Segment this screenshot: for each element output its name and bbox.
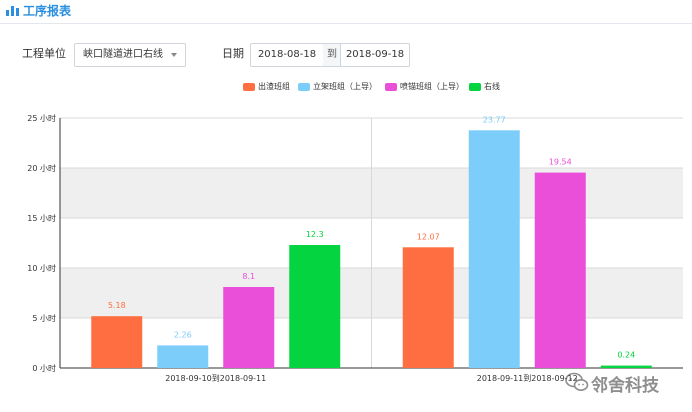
unit-label: 工程单位: [22, 47, 66, 60]
report-header: 工序报表: [0, 0, 692, 24]
y-tick-label: 0 小时: [32, 363, 56, 373]
data-label: 0.24: [617, 351, 635, 360]
legend-swatch: [243, 83, 255, 91]
bar-chart-icon: [6, 6, 19, 16]
legend-swatch: [469, 83, 481, 91]
bar: [91, 316, 143, 368]
y-tick-label: 15 小时: [27, 213, 56, 223]
x-tick-label: 2018-09-10到2018-09-11: [165, 374, 266, 383]
legend-label: 出渣班组: [258, 82, 290, 91]
bar: [600, 365, 652, 368]
legend-swatch: [298, 83, 310, 91]
filter-bar: 工程单位 峡口隧道进口右线 日期 2018-08-18 到 2018-09-18: [0, 40, 692, 70]
page-title: 工序报表: [23, 4, 72, 18]
bar: [289, 245, 341, 368]
data-label: 12.3: [306, 230, 324, 239]
data-label: 12.07: [417, 232, 440, 241]
legend-swatch: [385, 83, 397, 91]
data-label: 5.18: [108, 301, 126, 310]
date-end-input[interactable]: 2018-09-18: [340, 43, 410, 67]
unit-select-value: 峡口隧道进口右线: [83, 49, 163, 60]
y-tick-label: 25 小时: [27, 113, 56, 123]
date-label: 日期: [222, 47, 244, 60]
legend-label: 右线: [484, 82, 500, 91]
data-label: 23.77: [483, 115, 506, 124]
bar: [223, 287, 275, 368]
bar: [402, 247, 454, 368]
date-start-input[interactable]: 2018-08-18: [250, 43, 324, 67]
bar: [468, 130, 520, 368]
y-tick-label: 10 小时: [27, 263, 56, 273]
y-tick-label: 5 小时: [32, 313, 56, 323]
unit-select[interactable]: 峡口隧道进口右线: [74, 43, 186, 67]
bar-chart: 0 小时 5 小时 10 小时 15 小时 20 小时 25 小时 5.18 2.26 8.1 1…: [27, 113, 683, 383]
data-label: 8.1: [242, 272, 255, 281]
chart-legend: 出渣班组 立架班组（上导） 喷锚班组（上导） 右线: [0, 80, 692, 94]
bar: [534, 172, 586, 368]
legend-label: 立架班组（上导）: [313, 82, 377, 91]
x-tick-label: 2018-09-11到2018-09-12: [477, 374, 578, 383]
bar: [157, 345, 209, 368]
watermark-text: 邻舍科技: [591, 376, 659, 396]
wechat-icon: [565, 372, 589, 391]
y-tick-label: 20 小时: [27, 163, 56, 173]
date-separator: 到: [323, 43, 341, 67]
legend-label: 喷锚班组（上导）: [400, 82, 464, 91]
data-label: 2.26: [174, 330, 192, 339]
watermark: 邻舍科技: [565, 368, 692, 402]
chevron-down-icon: [171, 53, 177, 57]
data-label: 19.54: [549, 158, 572, 167]
